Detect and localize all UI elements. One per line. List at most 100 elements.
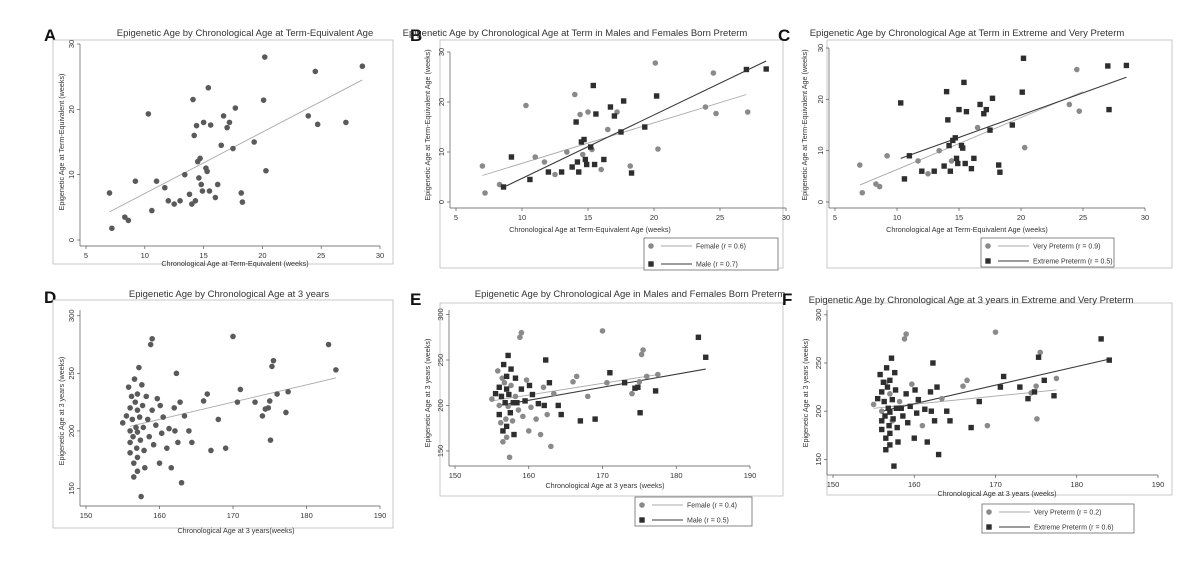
data-point-series-2	[912, 387, 918, 393]
data-point-series-1	[267, 437, 274, 443]
data-point-series-2	[879, 418, 885, 424]
y-tick-label: 200	[436, 399, 445, 412]
data-point-series-2	[505, 352, 511, 359]
data-point-series-1	[146, 433, 153, 440]
data-point-series-1	[939, 395, 945, 402]
data-point-series-1	[177, 198, 183, 204]
data-point-series-1	[149, 207, 155, 214]
y-tick-label: 150	[814, 453, 823, 466]
data-point-series-2	[500, 184, 507, 190]
data-point-series-2	[508, 154, 515, 160]
data-point-series-2	[883, 447, 889, 453]
y-tick-label: 10	[67, 170, 76, 178]
data-point-series-1	[643, 373, 650, 380]
data-point-series-1	[270, 357, 277, 364]
data-point-series-1	[122, 214, 128, 220]
data-point-series-2	[652, 388, 659, 394]
legend-box	[981, 503, 1135, 534]
data-point-series-2	[763, 66, 769, 72]
data-point-series-2	[977, 101, 983, 108]
data-point-series-1	[548, 443, 554, 450]
data-point-series-1	[599, 328, 606, 334]
data-point-series-1	[150, 441, 157, 448]
data-point-series-1	[204, 391, 211, 397]
data-point-series-1	[515, 407, 522, 413]
data-point-series-2	[502, 400, 508, 406]
data-point-series-2	[496, 411, 502, 418]
data-point-series-1	[139, 382, 145, 388]
y-tick-label: 20	[437, 98, 446, 106]
data-point-series-1	[138, 493, 144, 500]
data-point-series-2	[934, 384, 940, 390]
data-point-series-1	[160, 414, 166, 420]
data-point-series-2	[915, 396, 922, 403]
data-point-series-1	[314, 121, 321, 128]
plot-frame	[439, 302, 784, 497]
chart-title: Epigenetic Age by Chronological Age at T…	[117, 28, 374, 39]
data-point-series-2	[941, 163, 947, 169]
y-axis-label: Epigenetic Age at Term-Equivalent Age (w…	[423, 49, 432, 200]
panel-f: F Epigenetic Age by Chronological Age at…	[782, 283, 1200, 567]
data-point-series-2	[601, 156, 607, 163]
data-point-series-1	[909, 381, 915, 387]
data-point-series-1	[133, 424, 139, 431]
data-point-series-2	[558, 411, 564, 418]
x-tick-label: 180	[300, 511, 313, 520]
data-point-series-1	[251, 139, 257, 145]
y-tick-label: 250	[67, 367, 76, 380]
x-tick-label: 190	[1152, 480, 1165, 489]
data-point-series-1	[199, 188, 206, 194]
data-point-series-2	[961, 79, 967, 86]
data-point-series-2	[891, 463, 897, 469]
data-point-series-2	[888, 355, 895, 361]
data-point-series-1	[638, 351, 645, 358]
chart-f: Epigenetic Age by Chronological Age at 3…	[801, 295, 1173, 534]
data-point-series-2	[581, 136, 587, 143]
y-tick-label: 10	[816, 146, 825, 154]
data-point-series-1	[193, 122, 200, 129]
data-point-series-1	[132, 399, 139, 405]
data-point-series-2	[945, 117, 951, 123]
data-point-series-2	[545, 169, 552, 175]
data-point-series-2	[546, 380, 553, 386]
data-point-series-2	[962, 160, 968, 167]
data-point-series-2	[1031, 389, 1038, 395]
data-point-series-2	[947, 168, 954, 174]
data-point-series-1	[579, 151, 586, 158]
data-point-series-2	[543, 357, 549, 363]
data-point-series-2	[935, 451, 942, 458]
x-tick-label: 30	[782, 213, 790, 222]
data-point-series-1	[196, 175, 202, 181]
data-point-series-1	[503, 416, 509, 422]
data-point-series-2	[496, 384, 502, 390]
x-tick-label: 5	[84, 251, 88, 260]
data-point-series-2	[903, 391, 909, 397]
y-tick-label: 300	[436, 308, 445, 321]
x-tick-label: 190	[374, 511, 387, 520]
chart-title: Epigenetic Age by Chronological Age at 3…	[809, 295, 1134, 306]
data-point-series-1	[192, 198, 199, 204]
legend-marker-2	[985, 258, 991, 264]
y-tick-label: 250	[436, 354, 445, 367]
data-point-series-2	[498, 393, 505, 400]
data-point-series-1	[572, 91, 578, 98]
x-tick-label: 180	[670, 471, 683, 480]
data-point-series-1	[497, 419, 504, 426]
x-tick-label: 20	[650, 213, 658, 222]
data-point-series-2	[892, 369, 898, 376]
data-point-series-1	[573, 373, 580, 380]
plot-frame	[52, 299, 394, 529]
data-point-series-1	[186, 428, 192, 434]
data-point-series-1	[523, 377, 530, 383]
panel-b: B Epigenetic Age by Chronological Age at…	[400, 0, 800, 283]
data-point-series-1	[119, 420, 126, 426]
data-point-series-2	[1019, 89, 1025, 95]
data-point-series-2	[577, 418, 584, 424]
data-point-series-2	[573, 119, 579, 125]
data-point-series-2	[635, 384, 641, 390]
data-point-series-2	[898, 100, 904, 106]
data-point-series-2	[955, 160, 961, 167]
data-point-series-1	[178, 479, 185, 486]
data-point-series-2	[898, 405, 904, 411]
data-point-series-1	[744, 109, 751, 115]
